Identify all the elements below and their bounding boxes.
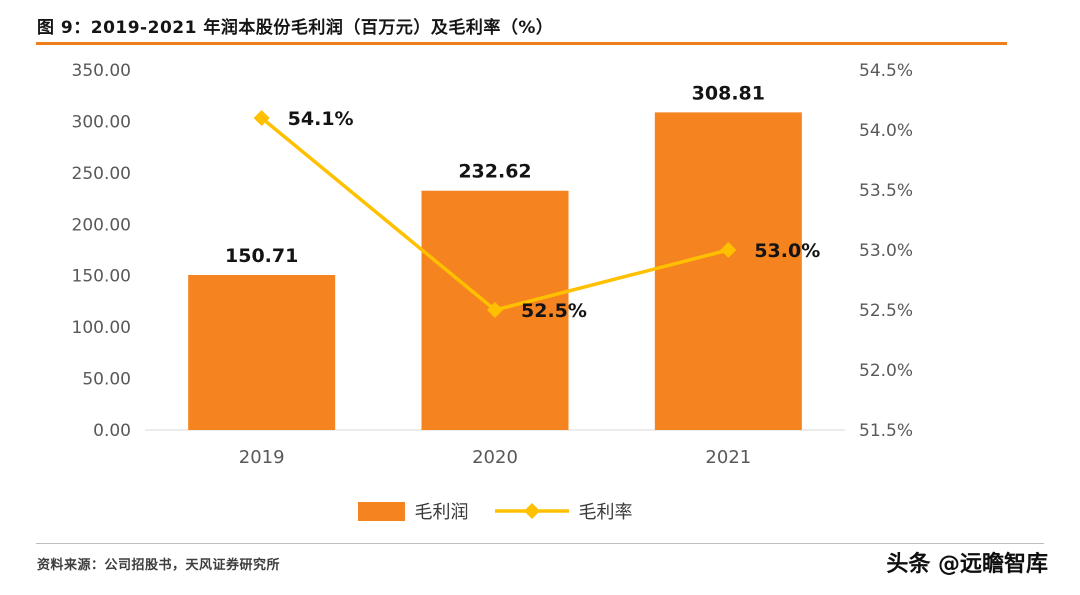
chart-title: 图 9：2019-2021 年润本股份毛利润（百万元）及毛利率（%） <box>37 18 554 38</box>
legend-line-label: 毛利率 <box>578 502 633 523</box>
bar-value-label: 308.81 <box>692 82 765 104</box>
left-axis-tick: 0.00 <box>93 421 131 441</box>
left-axis-tick: 300.00 <box>72 112 131 132</box>
line-value-label: 52.5% <box>521 300 587 322</box>
bar-value-label: 150.71 <box>225 245 298 267</box>
source-note: 资料来源：公司招股书，天风证券研究所 <box>37 558 281 573</box>
x-axis-label: 2020 <box>472 447 518 468</box>
footer-divider <box>36 543 1044 544</box>
left-axis-tick: 250.00 <box>72 164 131 184</box>
legend-line-swatch <box>494 503 569 519</box>
right-axis-tick: 52.5% <box>859 301 913 321</box>
x-axis-label: 2019 <box>239 447 285 468</box>
legend-line-marker-icon <box>523 503 540 519</box>
bar-2019 <box>188 274 336 430</box>
left-axis-tick: 100.00 <box>72 318 131 338</box>
left-axis-tick: 150.00 <box>72 267 131 287</box>
legend-bar-swatch <box>357 501 405 521</box>
line-marker <box>720 242 737 258</box>
line-marker <box>487 302 503 318</box>
left-axis-tick: 200.00 <box>72 215 131 235</box>
right-axis-tick: 53.0% <box>859 241 913 261</box>
line-value-label: 54.1% <box>288 108 354 130</box>
line-marker <box>253 110 270 126</box>
title-underline <box>36 42 1007 45</box>
right-axis-tick: 54.0% <box>859 121 913 141</box>
left-axis-tick: 350.00 <box>72 61 131 81</box>
legend: 毛利润 毛利率 <box>145 498 845 524</box>
right-axis-tick: 52.0% <box>859 361 913 381</box>
right-axis-tick: 53.5% <box>859 181 913 201</box>
bar-value-label: 232.62 <box>458 161 531 183</box>
watermark: 头条 @远瞻智库 <box>886 552 1048 577</box>
line-value-label: 53.0% <box>754 240 820 262</box>
legend-bar-label: 毛利润 <box>414 502 469 523</box>
right-axis-tick: 54.5% <box>859 61 913 81</box>
right-axis-tick: 51.5% <box>859 421 913 441</box>
bar-2021 <box>654 112 802 431</box>
left-axis-tick: 50.00 <box>82 370 131 390</box>
x-axis-label: 2021 <box>705 447 751 468</box>
